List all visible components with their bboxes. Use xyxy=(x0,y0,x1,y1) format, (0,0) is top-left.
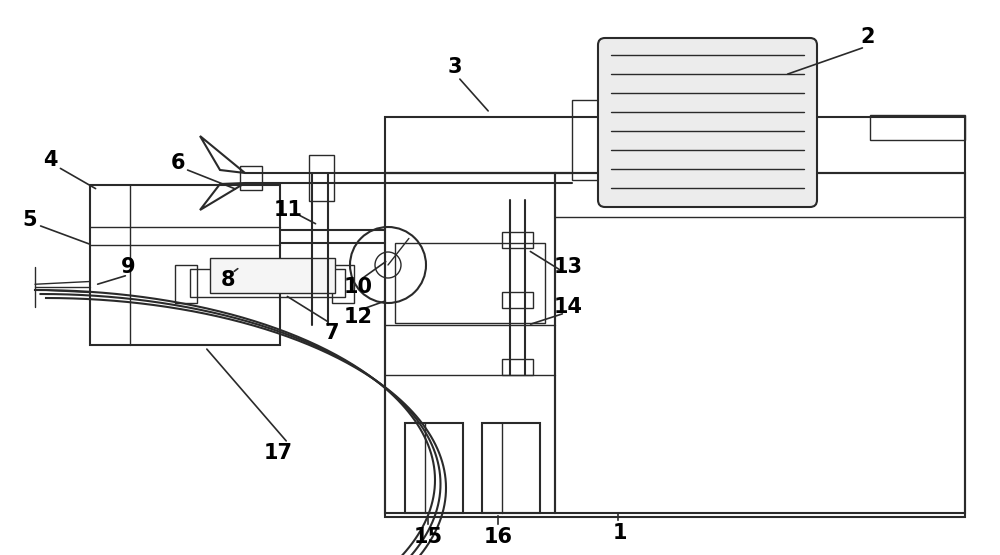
Bar xyxy=(332,265,354,303)
Bar xyxy=(175,265,197,303)
Text: 3: 3 xyxy=(448,57,462,77)
Bar xyxy=(210,258,335,293)
Bar xyxy=(385,117,965,517)
Text: 2: 2 xyxy=(861,27,875,47)
Bar xyxy=(555,173,965,513)
Text: 11: 11 xyxy=(274,200,302,220)
Bar xyxy=(572,100,605,180)
Text: 14: 14 xyxy=(554,297,582,317)
Bar xyxy=(90,185,280,345)
Text: 10: 10 xyxy=(344,277,372,297)
Text: 12: 12 xyxy=(344,307,372,327)
Bar xyxy=(395,243,545,323)
Text: 1: 1 xyxy=(613,523,627,543)
Text: 9: 9 xyxy=(121,257,135,277)
Text: 8: 8 xyxy=(221,270,235,290)
Bar xyxy=(482,423,540,513)
Bar xyxy=(309,155,334,201)
Bar xyxy=(385,173,555,513)
Bar xyxy=(190,269,345,297)
Text: 17: 17 xyxy=(264,443,292,463)
Bar xyxy=(502,232,533,248)
Bar xyxy=(405,423,463,513)
Bar xyxy=(502,292,533,308)
Text: 6: 6 xyxy=(171,153,185,173)
Bar xyxy=(502,359,533,375)
Text: 4: 4 xyxy=(43,150,57,170)
Bar xyxy=(870,115,965,140)
Text: 13: 13 xyxy=(554,257,582,277)
FancyBboxPatch shape xyxy=(598,38,817,207)
Text: 15: 15 xyxy=(413,527,443,547)
Bar xyxy=(240,166,262,190)
Text: 5: 5 xyxy=(23,210,37,230)
Text: 16: 16 xyxy=(484,527,512,547)
Text: 7: 7 xyxy=(325,323,339,343)
